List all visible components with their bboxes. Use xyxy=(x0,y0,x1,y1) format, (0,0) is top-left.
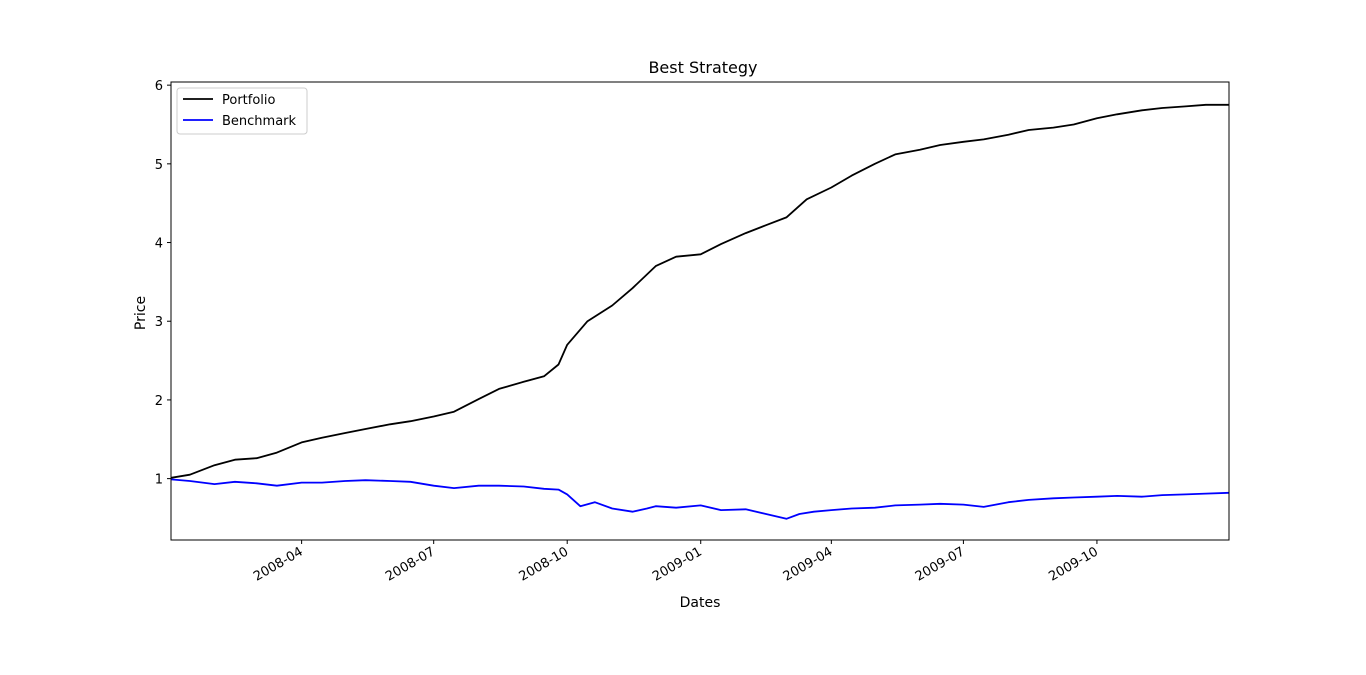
plot-area xyxy=(170,81,1230,541)
chart-title: Best Strategy xyxy=(648,58,757,77)
legend-benchmark-label: Benchmark xyxy=(222,114,297,129)
series-line-benchmark xyxy=(171,478,1229,520)
y-tick-label: 1 xyxy=(155,473,163,488)
series-line-portfolio xyxy=(171,103,1229,479)
y-tick-label: 5 xyxy=(155,158,163,173)
y-tick-label: 3 xyxy=(155,315,163,330)
plot-frame xyxy=(170,81,1230,541)
y-tick-label: 2 xyxy=(155,394,163,409)
y-axis: 1 2 3 4 5 6 xyxy=(155,79,171,488)
legend: Portfolio Benchmark xyxy=(176,87,308,135)
x-axis-label: Dates xyxy=(680,595,721,611)
legend-portfolio-label: Portfolio xyxy=(222,93,276,108)
y-tick-label: 4 xyxy=(155,237,163,252)
y-axis-label: Price xyxy=(133,296,149,330)
y-tick-label: 6 xyxy=(155,79,163,94)
